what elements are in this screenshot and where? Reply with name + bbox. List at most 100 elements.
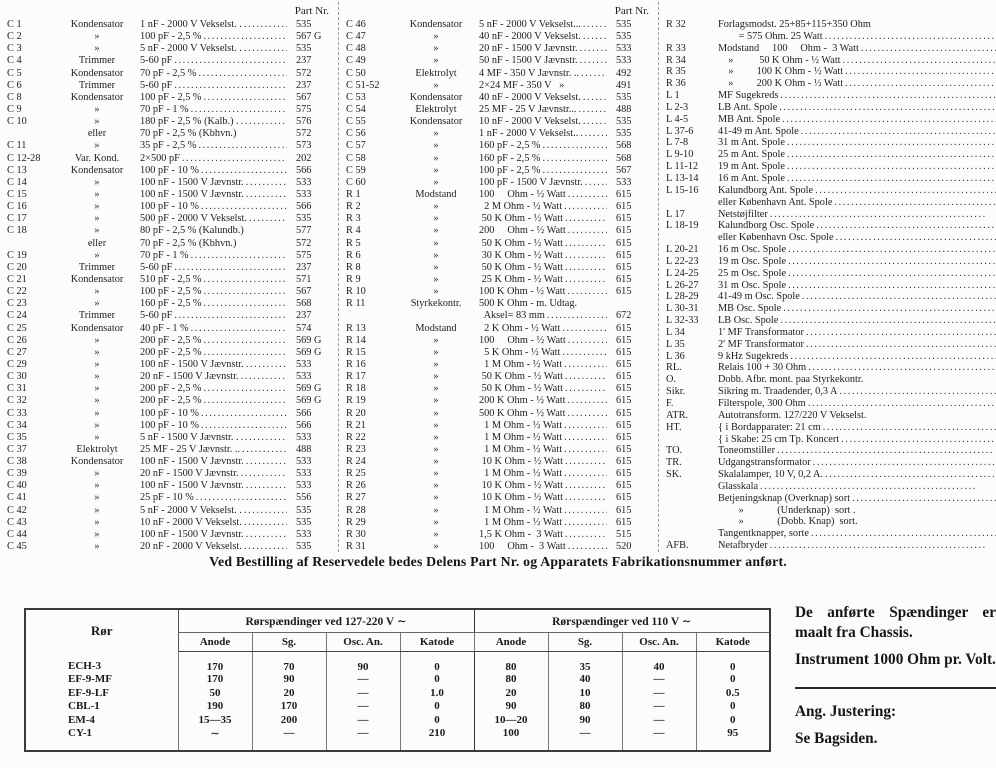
- dot-leader: [564, 201, 607, 213]
- dot-leader: [583, 31, 607, 43]
- part-number: 533: [296, 188, 312, 200]
- part-desc: 40 nF - 2000 V Vekselst.: [479, 31, 581, 43]
- part-ref: C 54: [346, 103, 366, 115]
- part-ref: C 24: [7, 310, 27, 322]
- part-row: L 20-21 16 m Osc. Spole 291: [666, 244, 996, 256]
- part-ref: C 8: [7, 91, 22, 103]
- part-ref: TO.: [666, 445, 683, 457]
- dot-leader: [244, 505, 287, 517]
- part-desc: 2' MF Transformator: [718, 338, 804, 350]
- part-ref: C 26: [7, 334, 27, 346]
- part-type: »: [94, 528, 100, 540]
- part-row: L 30-31 MB Osc. Spole 301: [666, 303, 996, 315]
- part-row: C 23 » 160 pF - 2,5 % 568: [7, 298, 333, 310]
- dot-leader: [841, 434, 996, 446]
- part-type: »: [433, 431, 439, 443]
- part-row: C 58 » 160 pF - 2,5 % 568: [346, 153, 653, 165]
- part-type: »: [94, 334, 100, 346]
- part-desc: 100 pF - 2,5 %: [140, 31, 202, 43]
- part-type: »: [433, 79, 439, 91]
- part-row: R 34 » 50 K Ohm - ½ Watt 615: [666, 55, 996, 67]
- katode-127: 210: [399, 726, 474, 751]
- part-ref: C 25: [7, 322, 27, 334]
- part-number: 567: [296, 286, 312, 298]
- part-ref: C 9: [7, 103, 22, 115]
- dot-leader: [787, 137, 996, 149]
- divider-rule: [795, 686, 996, 689]
- part-number: 533: [616, 55, 632, 67]
- dot-leader: [565, 529, 607, 541]
- dot-leader: [815, 185, 996, 197]
- part-number: 491: [616, 79, 632, 91]
- part-number: 237: [296, 261, 312, 273]
- part-ref: C 18: [7, 225, 27, 237]
- anode-110: 10—20: [473, 713, 548, 727]
- katode-127: 1.0: [399, 686, 474, 700]
- part-ref: R 26: [346, 480, 366, 492]
- dot-leader: [770, 540, 996, 552]
- part-number: 573: [296, 140, 312, 152]
- part-row: AFB. Netafbryder 867: [666, 540, 996, 552]
- part-row: C 18 » 80 pF - 2,5 % (Kalundb.) 577: [7, 225, 333, 237]
- part-ref: R 9: [346, 273, 361, 285]
- part-desc: 5-60 pF: [140, 310, 173, 322]
- part-desc: 19 m Ant. Spole: [718, 161, 785, 173]
- part-desc: 25 K Ohm - ½ Watt: [479, 273, 563, 285]
- dot-leader: [565, 250, 607, 262]
- part-number: 615: [616, 407, 632, 419]
- subheader-katode: Katode: [399, 632, 474, 652]
- part-ref: C 10: [7, 116, 27, 128]
- part-number: 533: [616, 176, 632, 188]
- dot-leader: [845, 66, 996, 78]
- part-number: 615: [616, 516, 632, 528]
- part-desc: MB Osc. Spole: [718, 303, 782, 315]
- part-desc: » 50 K Ohm - ½ Watt: [718, 54, 841, 66]
- part-type: »: [94, 541, 100, 553]
- part-number: 615: [616, 504, 632, 516]
- part-desc: 25 MF - 25 V Jævnstr...: [479, 103, 577, 115]
- part-number: 533: [616, 43, 632, 55]
- part-row: L 24-25 25 m Osc. Spole 295: [666, 268, 996, 280]
- part-desc: 70 pF - 2,5 %: [140, 67, 197, 79]
- part-ref: L 7-8: [666, 137, 689, 149]
- part-number: 615: [616, 371, 632, 383]
- part-row: C 2 » 100 pF - 2,5 % 567 G: [7, 31, 333, 43]
- part-ref: C 12-28: [7, 152, 41, 164]
- dot-leader: [246, 480, 287, 492]
- part-type: »: [433, 456, 439, 468]
- dot-leader: [543, 153, 608, 165]
- part-row: R 22 » 1 M Ohm - ½ Watt 615: [346, 432, 653, 444]
- part-number: 672: [616, 310, 632, 322]
- part-ref: R 16: [346, 358, 366, 370]
- dot-leader: [174, 262, 287, 274]
- part-desc: Filterspole, 300 Ohm: [718, 398, 806, 409]
- part-row: R 17 » 50 K Ohm - ½ Watt 615: [346, 371, 653, 383]
- part-desc: 100 Ohm - 3 Watt: [479, 541, 566, 553]
- part-number: 615: [616, 249, 632, 261]
- dot-leader: [196, 492, 287, 504]
- group-127-220v-header: Rørspændinger ved 127-220 V ∼: [177, 609, 474, 633]
- part-number: 488: [296, 443, 312, 455]
- dot-leader: [568, 225, 607, 237]
- part-ref: F.: [666, 398, 674, 409]
- dot-leader: [568, 395, 608, 407]
- tube-name: EM-4: [68, 713, 95, 726]
- part-type: »: [94, 358, 100, 370]
- sg-110: 90: [547, 713, 622, 727]
- part-type: »: [433, 443, 439, 455]
- part-number: 237: [296, 310, 312, 322]
- katode-110: 95: [695, 726, 770, 751]
- dot-leader: [191, 250, 287, 262]
- part-number: 533: [296, 358, 312, 370]
- part-row: Betjeningsknap (Overknap) sort 781: [666, 493, 996, 505]
- part-number: 535: [616, 19, 632, 30]
- part-number: 535: [296, 516, 312, 528]
- part-ref: SK.: [666, 469, 682, 481]
- part-row: C 5 Kondensator 70 pF - 2,5 % 572: [7, 68, 333, 80]
- part-number: 535: [296, 541, 312, 553]
- part-number: 533: [296, 371, 312, 383]
- part-row: L 2-3 LB Ant. Spole 302: [666, 102, 996, 114]
- part-desc: LB Osc. Spole: [718, 315, 779, 327]
- part-ref: TR.: [666, 457, 682, 469]
- dot-leader: [244, 541, 287, 553]
